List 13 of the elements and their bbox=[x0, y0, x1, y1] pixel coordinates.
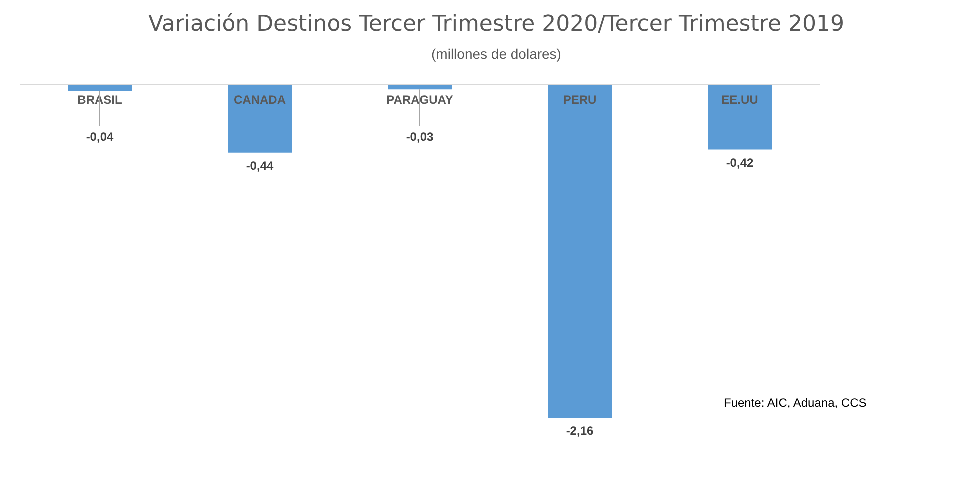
x-tick-label: PARAGUAY bbox=[386, 93, 454, 107]
x-tick-label: PERU bbox=[563, 93, 597, 107]
x-tick-label: BRASIL bbox=[78, 93, 122, 107]
chart-title: Variación Destinos Tercer Trimestre 2020/Tercer Trimestre 2019 bbox=[148, 12, 846, 37]
data-label: -0,03 bbox=[406, 130, 434, 144]
data-label: -0,04 bbox=[86, 130, 114, 144]
x-tick-label: CANADA bbox=[234, 93, 286, 107]
annotation: Fuente: AIC, Aduana, CCS bbox=[724, 396, 867, 410]
chart-subtitle: (millones de dolares) bbox=[430, 46, 562, 62]
data-label: -0,44 bbox=[246, 158, 274, 173]
data-label: -2,16 bbox=[566, 424, 594, 438]
x-tick-label: EE.UU bbox=[722, 93, 758, 107]
data-label: -0,42 bbox=[726, 156, 754, 170]
